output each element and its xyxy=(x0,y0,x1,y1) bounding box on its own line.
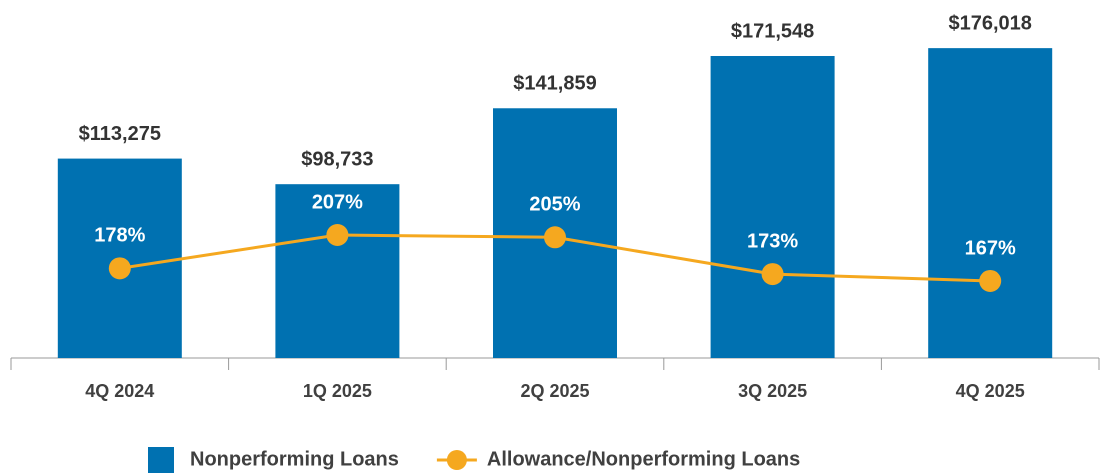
line-point xyxy=(326,223,349,246)
bar xyxy=(710,56,835,359)
line-point xyxy=(761,263,784,286)
bar xyxy=(275,184,400,358)
legend-label: Nonperforming Loans xyxy=(190,448,399,470)
line-point xyxy=(108,257,131,280)
legend-label: Allowance/Nonperforming Loans xyxy=(487,448,800,470)
bar-value-label: $98,733 xyxy=(301,148,373,170)
bar-value-label: $176,018 xyxy=(948,12,1031,34)
x-tick-label: 3Q 2025 xyxy=(738,381,807,401)
legend-swatch xyxy=(148,447,174,473)
x-tick-label: 1Q 2025 xyxy=(303,381,372,401)
bar-value-label: $171,548 xyxy=(731,20,814,42)
line-value-label: 173% xyxy=(747,230,798,252)
line-point xyxy=(979,269,1002,292)
line-point xyxy=(544,226,566,249)
x-tick-label: 2Q 2025 xyxy=(520,381,589,401)
line-value-label: 178% xyxy=(94,225,145,247)
bar xyxy=(928,48,1053,358)
line-value-label: 167% xyxy=(965,237,1016,259)
line-value-label: 205% xyxy=(529,194,580,216)
line-value-label: 207% xyxy=(312,191,363,213)
bar-value-label: $141,859 xyxy=(513,73,596,95)
x-tick-label: 4Q 2025 xyxy=(956,381,1025,401)
x-tick-label: 4Q 2024 xyxy=(85,381,154,401)
bar-value-label: $113,275 xyxy=(79,123,161,145)
legend-swatch-marker xyxy=(446,450,467,470)
